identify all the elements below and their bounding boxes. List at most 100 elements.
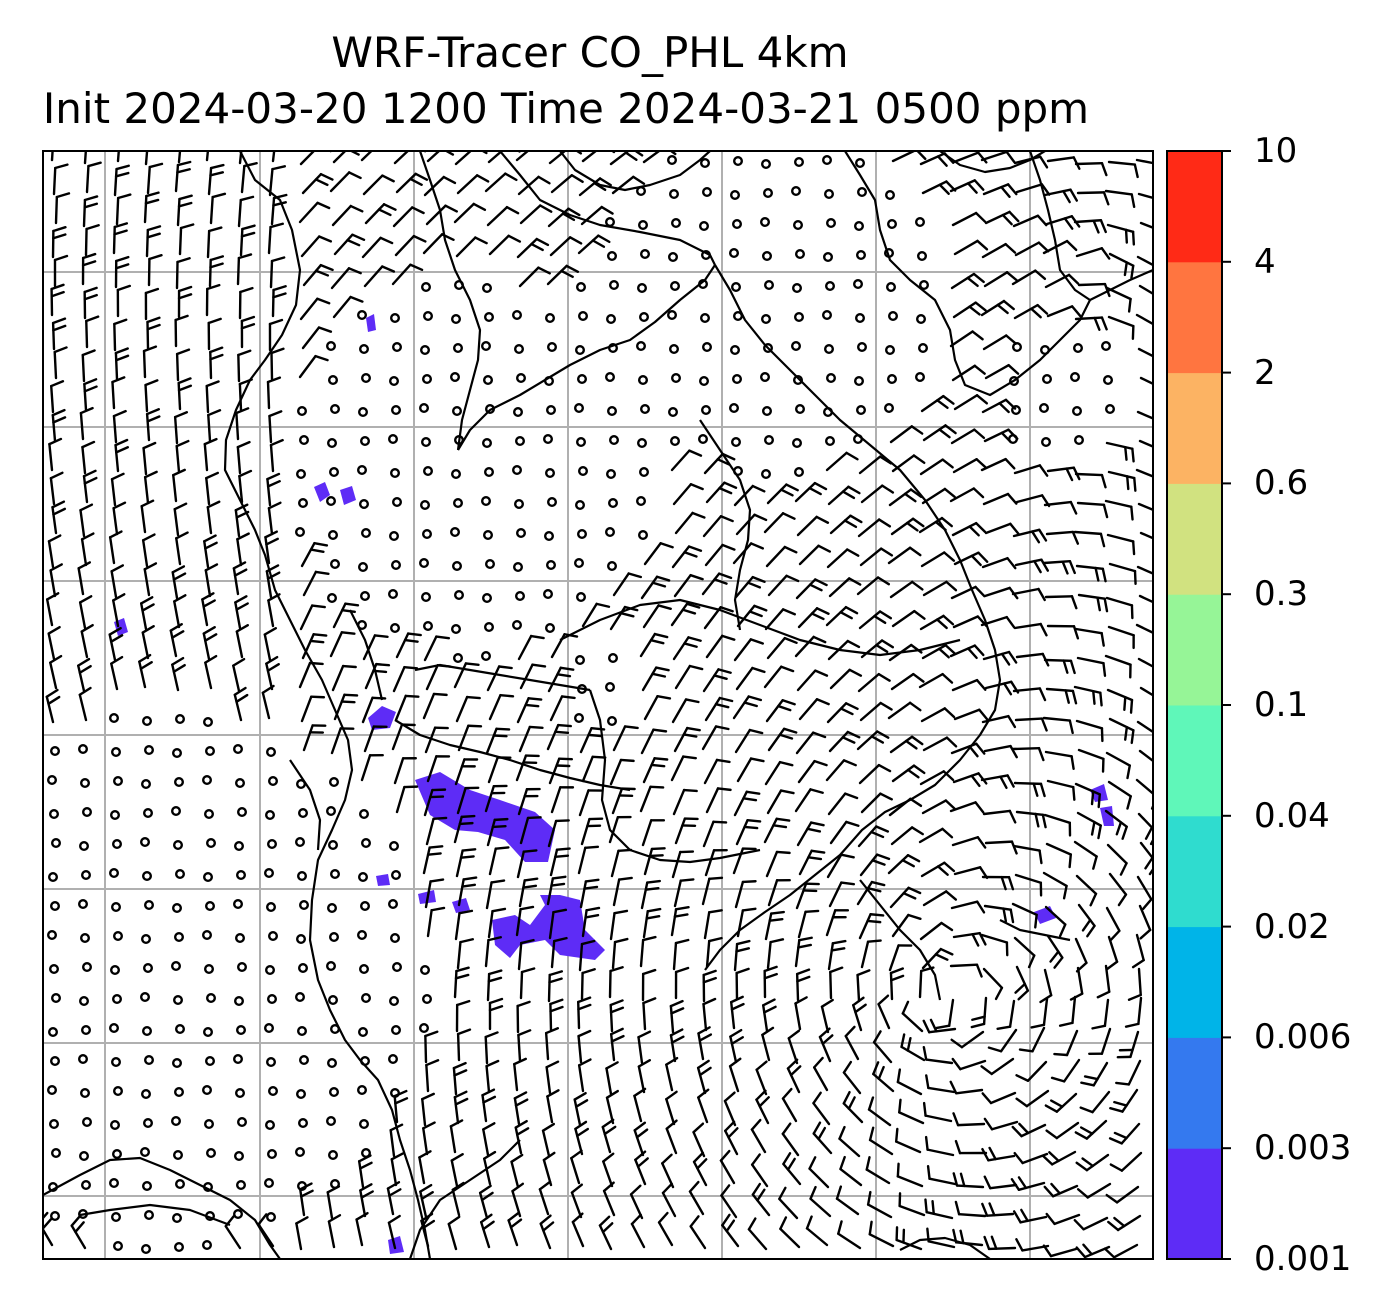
calm-wind-marker — [235, 1179, 246, 1190]
colorbar-tick-label: 0.003 — [1254, 1128, 1352, 1169]
calm-wind-marker — [702, 186, 713, 197]
wind-barb — [331, 664, 357, 692]
calm-wind-marker — [77, 899, 88, 910]
calm-wind-marker — [392, 962, 403, 973]
calm-wind-marker — [298, 808, 309, 819]
calm-wind-marker — [544, 376, 555, 387]
wind-barb — [1135, 313, 1153, 326]
wind-barb — [488, 997, 504, 1031]
wind-barb — [1043, 500, 1078, 515]
wind-barb — [857, 825, 890, 848]
wind-barb — [950, 900, 986, 914]
wind-barb — [796, 821, 825, 847]
calm-wind-marker — [357, 930, 368, 941]
wind-barb — [1045, 530, 1080, 545]
wind-barb — [867, 1096, 892, 1127]
wind-barb — [391, 263, 424, 286]
calm-wind-marker — [763, 343, 774, 354]
calm-wind-marker — [81, 962, 92, 973]
wind-barb — [921, 644, 957, 660]
calm-wind-marker — [514, 499, 525, 510]
calm-wind-marker — [174, 1023, 185, 1034]
calm-wind-marker — [453, 653, 464, 664]
calm-wind-marker — [516, 373, 527, 384]
wind-barb — [890, 672, 925, 691]
wind-barb — [764, 760, 794, 786]
wind-barb — [610, 848, 633, 878]
calm-wind-marker — [792, 283, 803, 294]
colorbar-tick-label: 0.04 — [1254, 795, 1330, 836]
wind-barb — [330, 267, 362, 290]
wind-barb — [110, 472, 125, 507]
calm-wind-marker — [575, 500, 586, 511]
wind-barb — [329, 631, 356, 658]
calm-wind-marker — [201, 930, 212, 941]
wind-barb — [812, 1091, 831, 1126]
calm-wind-marker — [888, 311, 899, 322]
calm-wind-marker — [170, 1115, 181, 1126]
wind-barb — [266, 472, 281, 507]
calm-wind-marker — [360, 436, 371, 447]
wind-barb — [1074, 1119, 1108, 1140]
wind-barb — [952, 301, 987, 319]
calm-wind-marker — [202, 717, 213, 728]
wind-barb — [483, 1150, 497, 1186]
calm-wind-marker — [605, 216, 616, 227]
wind-barb — [921, 487, 956, 505]
calm-wind-marker — [296, 469, 307, 480]
wind-barb — [269, 256, 286, 289]
tracer-plume-main — [415, 772, 555, 862]
wind-barb — [112, 593, 126, 628]
wind-barb — [702, 668, 732, 693]
calm-wind-marker — [236, 1116, 247, 1127]
wind-barb — [175, 531, 189, 566]
wind-barb — [363, 265, 396, 288]
wind-barb — [673, 573, 704, 598]
wind-barb — [637, 1059, 652, 1094]
colorbar-tick-label: 0.3 — [1254, 574, 1309, 615]
wind-barb — [78, 595, 93, 630]
calm-wind-marker — [423, 621, 434, 632]
wind-barb — [395, 172, 429, 194]
calm-wind-marker — [328, 995, 339, 1006]
calm-wind-marker — [389, 841, 400, 852]
calm-wind-marker — [110, 902, 121, 913]
calm-wind-marker — [359, 809, 370, 820]
calm-wind-marker — [640, 404, 651, 415]
calm-wind-marker — [574, 713, 585, 724]
wind-barb — [1105, 935, 1119, 971]
wind-barb — [487, 151, 521, 164]
calm-wind-marker — [47, 930, 58, 941]
wind-barb — [205, 283, 221, 317]
wind-barb — [984, 522, 1020, 535]
wind-barb — [456, 174, 490, 195]
calm-wind-marker — [578, 466, 589, 477]
wind-barb — [630, 1213, 646, 1249]
wind-barb — [1131, 933, 1145, 969]
calm-wind-marker — [638, 219, 649, 230]
wind-barb — [300, 235, 333, 258]
wind-barb — [49, 471, 64, 506]
wind-barb — [81, 252, 97, 286]
wind-barb — [1105, 596, 1134, 620]
calm-wind-marker — [171, 748, 182, 759]
calm-wind-marker — [638, 530, 649, 541]
wind-barb — [922, 424, 957, 442]
wind-barb — [257, 1213, 275, 1248]
colorbar-tick-label: 0.001 — [1254, 1239, 1352, 1279]
wind-barb — [1074, 161, 1108, 177]
wind-barb — [424, 726, 449, 754]
calm-wind-marker — [357, 620, 368, 631]
wind-barb — [236, 532, 250, 567]
wind-barb — [1104, 654, 1132, 679]
wind-barb — [355, 1211, 369, 1247]
calm-wind-marker — [577, 374, 588, 385]
calm-wind-marker — [50, 746, 61, 757]
wind-barb — [1013, 155, 1049, 169]
wind-barb — [1011, 902, 1038, 929]
wind-barb — [765, 699, 796, 723]
wind-barb — [640, 728, 668, 755]
calm-wind-marker — [330, 559, 341, 570]
wind-barb — [327, 1214, 342, 1249]
wind-barb — [842, 1090, 864, 1124]
